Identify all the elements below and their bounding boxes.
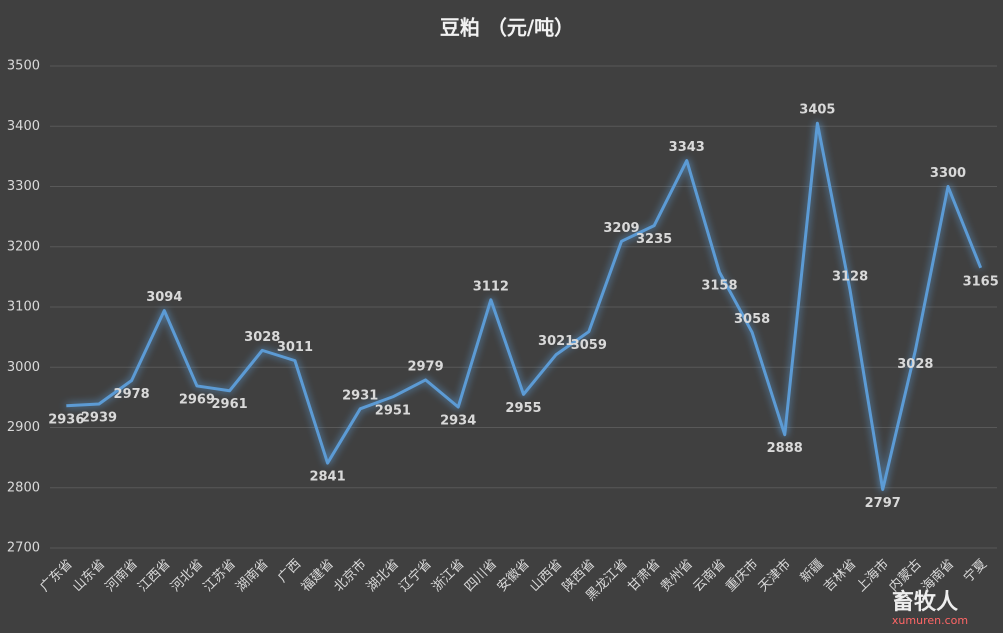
x-tick-label: 河北省	[168, 557, 206, 595]
y-tick-label: 3500	[7, 59, 40, 74]
x-tick-label: 辽宁省	[396, 556, 435, 595]
data-label: 2978	[114, 387, 150, 402]
x-tick-label: 福建省	[299, 557, 337, 595]
y-tick-label: 2900	[7, 420, 40, 435]
x-tick-label: 山东省	[70, 557, 108, 595]
data-label: 3011	[277, 340, 313, 355]
x-tick-label: 河南省	[102, 556, 141, 595]
data-label: 3405	[799, 103, 835, 118]
x-tick-label: 广东省	[37, 557, 75, 595]
x-tick-label: 宁夏	[960, 556, 990, 586]
data-label: 3021	[538, 334, 574, 349]
data-label: 2955	[505, 401, 541, 416]
y-tick-label: 2800	[7, 480, 40, 495]
x-tick-label: 天津市	[755, 556, 794, 595]
data-label: 3209	[603, 221, 639, 236]
x-tick-label: 江苏省	[200, 556, 239, 595]
data-label: 3343	[669, 140, 705, 155]
x-tick-label: 吉林省	[821, 557, 859, 595]
x-tick-label: 云南省	[690, 556, 729, 595]
data-label: 2939	[81, 411, 117, 426]
x-tick-label: 甘肃省	[625, 557, 663, 595]
x-tick-label: 浙江省	[429, 557, 467, 595]
x-tick-label: 四川省	[462, 557, 500, 595]
data-label: 2841	[309, 470, 345, 485]
data-label: 3165	[963, 274, 999, 289]
x-tick-label: 北京市	[331, 556, 370, 595]
data-label: 3059	[571, 338, 607, 353]
data-label: 2961	[212, 397, 248, 412]
y-tick-label: 3100	[7, 300, 40, 315]
x-tick-label: 广西	[275, 557, 304, 586]
x-tick-label: 江西省	[135, 557, 173, 595]
data-label: 3028	[897, 357, 933, 372]
watermark-url: xumuren.com	[892, 614, 968, 627]
data-label: 3094	[146, 290, 182, 305]
x-tick-label: 上海市	[853, 556, 892, 595]
x-tick-label: 新疆	[797, 556, 827, 586]
x-tick-label: 重庆市	[722, 556, 761, 595]
data-label: 3235	[636, 232, 672, 247]
x-tick-label: 山西省	[527, 557, 565, 595]
y-tick-label: 3200	[7, 239, 40, 254]
data-label: 3112	[473, 279, 509, 294]
x-tick-label: 安徽省	[495, 557, 533, 595]
x-tick-label: 贵州省	[658, 557, 696, 595]
y-tick-label: 3400	[7, 119, 40, 134]
data-label: 2951	[375, 403, 411, 418]
y-tick-label: 3300	[7, 179, 40, 194]
data-label: 2969	[179, 392, 215, 407]
data-label: 2936	[48, 412, 84, 427]
watermark: 畜牧人	[892, 589, 958, 615]
x-tick-label: 湖北省	[364, 557, 402, 595]
data-label: 2931	[342, 388, 378, 403]
chart-title: 豆粕 （元/吨）	[440, 16, 574, 40]
y-tick-label: 2700	[7, 541, 40, 556]
data-label: 2797	[865, 496, 901, 511]
y-tick-label: 3000	[7, 360, 40, 375]
data-label: 2934	[440, 414, 476, 429]
data-label: 3128	[832, 270, 868, 285]
series-line	[66, 121, 983, 492]
data-label: 2979	[407, 359, 443, 374]
x-tick-label: 湖南省	[233, 556, 272, 595]
data-label: 2888	[767, 441, 803, 456]
data-label: 3300	[930, 166, 966, 181]
data-label: 3028	[244, 330, 280, 345]
data-label: 3158	[701, 279, 737, 294]
data-label: 3058	[734, 312, 770, 327]
